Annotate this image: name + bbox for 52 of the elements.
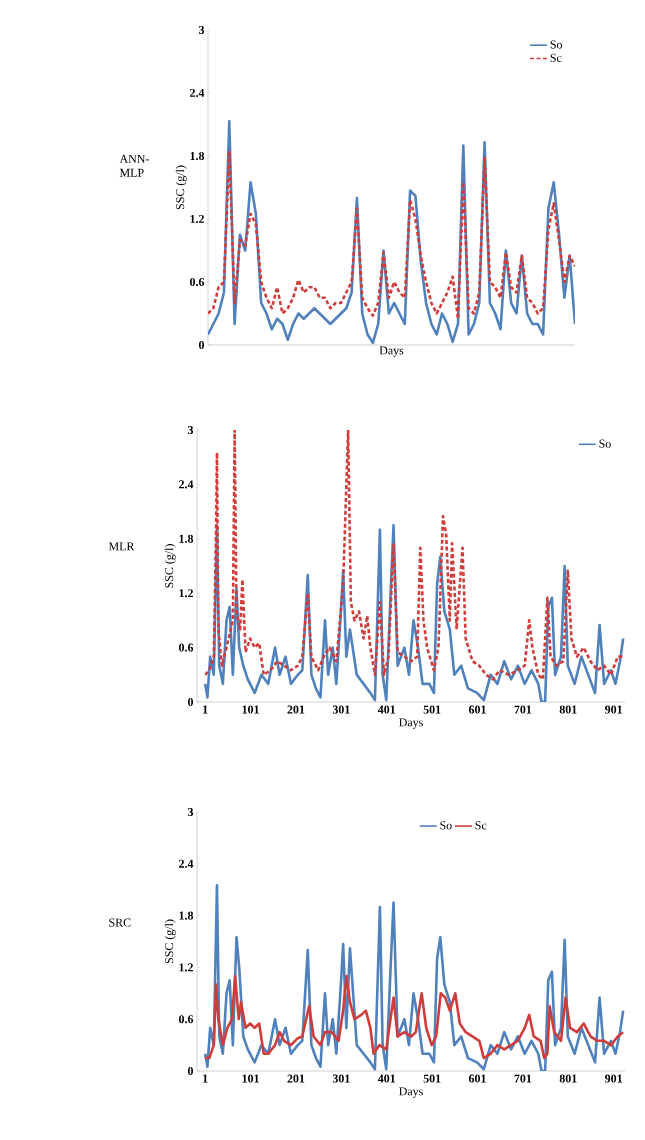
x-tick-label: 201 bbox=[287, 1074, 305, 1083]
x-tick-label: 801 bbox=[559, 1074, 577, 1083]
y-tick-label: 3 bbox=[198, 25, 205, 34]
y-axis-title: SSC (g/l) bbox=[164, 919, 176, 964]
y-tick-label: 0 bbox=[187, 1066, 194, 1076]
y-tick-label: 0.6 bbox=[178, 1015, 194, 1024]
x-tick-label: 601 bbox=[468, 1074, 486, 1083]
legend-label: So bbox=[550, 40, 563, 49]
x-tick-label: 301 bbox=[332, 1074, 350, 1083]
x-axis-title: Days bbox=[399, 718, 423, 729]
x-tick-label: 601 bbox=[468, 705, 486, 714]
x-tick-label: 901 bbox=[605, 1074, 622, 1083]
text: ANN-MLP bbox=[119, 154, 149, 177]
legend-label: So bbox=[599, 439, 611, 448]
y-tick-label: 2.4 bbox=[179, 859, 194, 868]
x-tick-label: 301 bbox=[332, 705, 350, 714]
x-tick-label: 1 bbox=[203, 1074, 208, 1083]
y-tick-label: 0.6 bbox=[178, 643, 194, 652]
legend-label: So bbox=[440, 821, 452, 830]
y-axis-title: SSC (g/l) bbox=[175, 165, 187, 210]
y-tick-label: 0.6 bbox=[189, 277, 205, 287]
y-tick-label: 0 bbox=[187, 697, 194, 707]
y-tick-label: 1.2 bbox=[190, 214, 204, 224]
x-tick-label: 1 bbox=[203, 705, 208, 714]
y-tick-label: 1.2 bbox=[179, 589, 193, 598]
x-tick-label: 101 bbox=[242, 705, 259, 714]
x-tick-label: 201 bbox=[287, 705, 305, 714]
y-axis-title: SSC (g/l) bbox=[164, 544, 176, 588]
legend-label: Sc bbox=[550, 53, 562, 62]
text: MLR bbox=[108, 542, 135, 551]
x-tick-label: 701 bbox=[514, 1074, 532, 1083]
legend-label: Sc bbox=[475, 821, 487, 830]
y-tick-label: 1.2 bbox=[179, 963, 193, 972]
x-tick-label: 101 bbox=[242, 1074, 259, 1083]
x-tick-label: 401 bbox=[377, 705, 396, 714]
x-axis-title: Days bbox=[379, 346, 404, 357]
x-tick-label: 801 bbox=[559, 705, 577, 714]
x-tick-label: 901 bbox=[605, 705, 622, 714]
text: SRC bbox=[109, 918, 131, 927]
y-tick-label: 3 bbox=[187, 807, 194, 817]
y-tick-label: 3 bbox=[187, 425, 194, 434]
x-tick-label: 501 bbox=[423, 1074, 441, 1083]
y-tick-label: 1.8 bbox=[179, 911, 194, 920]
y-tick-label: 1.8 bbox=[190, 151, 205, 161]
y-tick-label: 1.8 bbox=[179, 534, 194, 543]
y-tick-label: 2.4 bbox=[179, 480, 194, 489]
x-tick-label: 401 bbox=[377, 1074, 396, 1083]
x-tick-label: 701 bbox=[514, 705, 532, 714]
y-tick-label: 0 bbox=[198, 340, 205, 350]
y-tick-label: 2.4 bbox=[190, 88, 205, 98]
x-tick-label: 501 bbox=[423, 705, 441, 714]
x-axis-title: Days bbox=[399, 1087, 423, 1098]
